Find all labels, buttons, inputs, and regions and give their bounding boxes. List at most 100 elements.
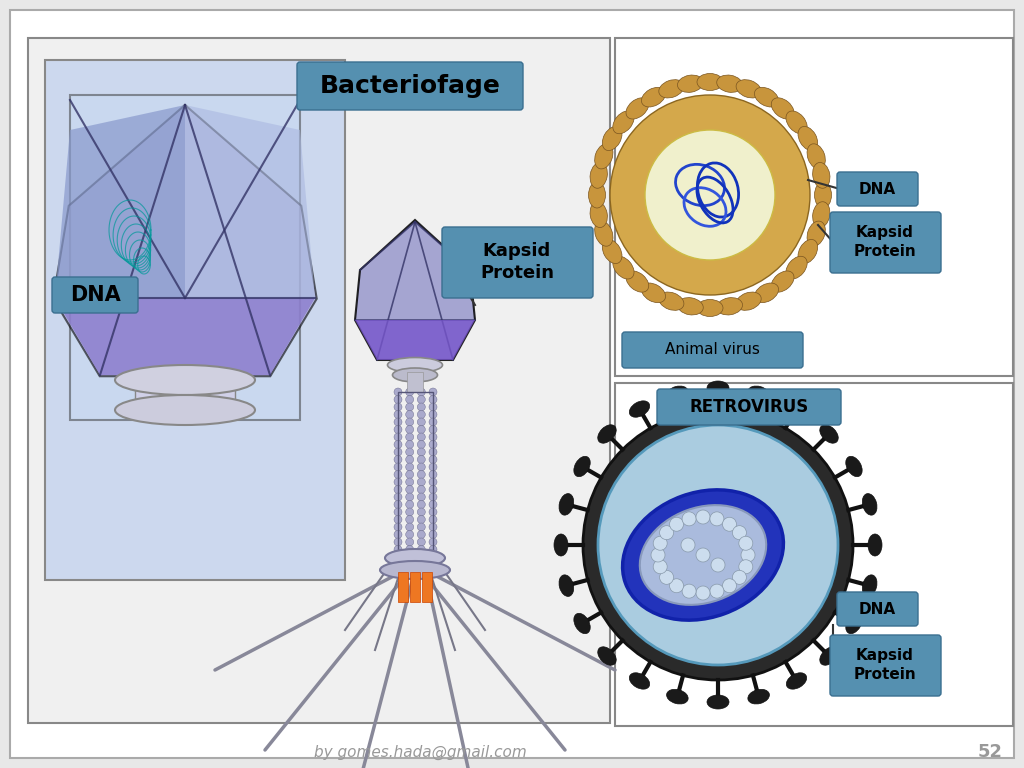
FancyBboxPatch shape bbox=[52, 277, 138, 313]
Circle shape bbox=[406, 463, 414, 471]
Circle shape bbox=[429, 485, 437, 494]
Ellipse shape bbox=[813, 202, 830, 227]
Circle shape bbox=[653, 536, 668, 550]
Circle shape bbox=[583, 410, 853, 680]
Circle shape bbox=[418, 515, 425, 524]
Circle shape bbox=[741, 548, 755, 562]
FancyBboxPatch shape bbox=[657, 389, 841, 425]
Polygon shape bbox=[55, 298, 315, 375]
Ellipse shape bbox=[623, 490, 783, 620]
Circle shape bbox=[429, 478, 437, 486]
FancyBboxPatch shape bbox=[837, 172, 918, 206]
Circle shape bbox=[418, 418, 425, 426]
Circle shape bbox=[418, 411, 425, 419]
Circle shape bbox=[394, 545, 402, 554]
Ellipse shape bbox=[590, 202, 607, 227]
Circle shape bbox=[710, 511, 724, 526]
Ellipse shape bbox=[658, 80, 684, 98]
Ellipse shape bbox=[598, 425, 616, 443]
Circle shape bbox=[418, 493, 425, 501]
Text: DNA: DNA bbox=[858, 181, 896, 197]
Ellipse shape bbox=[786, 111, 807, 134]
Ellipse shape bbox=[667, 386, 688, 401]
Ellipse shape bbox=[862, 494, 877, 515]
Circle shape bbox=[429, 411, 437, 419]
Ellipse shape bbox=[678, 298, 703, 315]
Circle shape bbox=[406, 471, 414, 478]
Circle shape bbox=[418, 425, 425, 433]
Ellipse shape bbox=[717, 75, 742, 92]
Ellipse shape bbox=[814, 182, 831, 208]
Ellipse shape bbox=[798, 127, 818, 151]
Circle shape bbox=[406, 455, 414, 464]
Circle shape bbox=[670, 579, 684, 593]
Circle shape bbox=[406, 508, 414, 516]
Ellipse shape bbox=[697, 300, 723, 316]
Polygon shape bbox=[55, 105, 185, 298]
Ellipse shape bbox=[707, 381, 729, 395]
FancyBboxPatch shape bbox=[837, 592, 918, 626]
Circle shape bbox=[418, 485, 425, 494]
Circle shape bbox=[418, 463, 425, 471]
Circle shape bbox=[696, 510, 710, 524]
Ellipse shape bbox=[658, 292, 684, 310]
Ellipse shape bbox=[820, 425, 839, 443]
Circle shape bbox=[732, 571, 746, 584]
Circle shape bbox=[406, 418, 414, 426]
Circle shape bbox=[394, 508, 402, 516]
Circle shape bbox=[394, 418, 402, 426]
Circle shape bbox=[598, 425, 838, 665]
Text: Kapsid
Protein: Kapsid Protein bbox=[480, 242, 554, 282]
Ellipse shape bbox=[598, 647, 616, 665]
FancyBboxPatch shape bbox=[398, 572, 408, 602]
Ellipse shape bbox=[748, 690, 769, 704]
Ellipse shape bbox=[755, 283, 778, 303]
Circle shape bbox=[406, 501, 414, 508]
FancyBboxPatch shape bbox=[622, 332, 803, 368]
Ellipse shape bbox=[641, 283, 666, 303]
Circle shape bbox=[651, 548, 665, 562]
Circle shape bbox=[732, 525, 746, 540]
Ellipse shape bbox=[807, 144, 825, 169]
Ellipse shape bbox=[573, 614, 590, 634]
Ellipse shape bbox=[602, 127, 622, 151]
Circle shape bbox=[406, 515, 414, 524]
Ellipse shape bbox=[736, 292, 761, 310]
Ellipse shape bbox=[392, 368, 437, 382]
Circle shape bbox=[406, 411, 414, 419]
Ellipse shape bbox=[630, 401, 649, 417]
Circle shape bbox=[394, 538, 402, 546]
Circle shape bbox=[429, 463, 437, 471]
Ellipse shape bbox=[573, 456, 590, 477]
Circle shape bbox=[429, 441, 437, 449]
Circle shape bbox=[429, 403, 437, 411]
Circle shape bbox=[418, 508, 425, 516]
FancyBboxPatch shape bbox=[135, 375, 234, 410]
Ellipse shape bbox=[385, 549, 445, 567]
Circle shape bbox=[406, 531, 414, 538]
Circle shape bbox=[696, 586, 710, 600]
Circle shape bbox=[394, 501, 402, 508]
Circle shape bbox=[406, 403, 414, 411]
Circle shape bbox=[418, 545, 425, 554]
Circle shape bbox=[406, 425, 414, 433]
Circle shape bbox=[429, 448, 437, 456]
FancyBboxPatch shape bbox=[422, 572, 432, 602]
Circle shape bbox=[682, 511, 696, 526]
Circle shape bbox=[394, 463, 402, 471]
Ellipse shape bbox=[554, 534, 568, 556]
FancyBboxPatch shape bbox=[28, 38, 610, 723]
Ellipse shape bbox=[595, 144, 613, 169]
Ellipse shape bbox=[771, 98, 794, 119]
Circle shape bbox=[394, 388, 402, 396]
Circle shape bbox=[681, 538, 695, 552]
Circle shape bbox=[406, 545, 414, 554]
Circle shape bbox=[429, 508, 437, 516]
FancyBboxPatch shape bbox=[615, 383, 1013, 726]
Ellipse shape bbox=[667, 690, 688, 704]
Ellipse shape bbox=[641, 88, 666, 107]
Circle shape bbox=[418, 433, 425, 441]
Circle shape bbox=[723, 579, 736, 593]
Ellipse shape bbox=[717, 298, 742, 315]
Circle shape bbox=[429, 471, 437, 478]
